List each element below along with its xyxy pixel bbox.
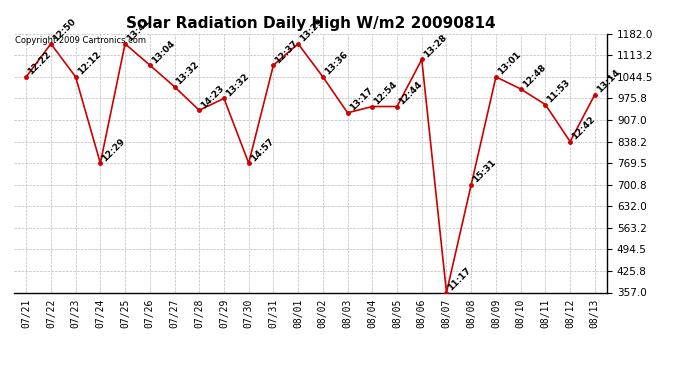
Text: 13:17: 13:17 — [348, 86, 374, 113]
Text: 13:36: 13:36 — [323, 50, 349, 77]
Text: 12:12: 12:12 — [76, 50, 102, 77]
Text: 12:48: 12:48 — [521, 62, 547, 89]
Text: 12:54: 12:54 — [373, 80, 399, 106]
Text: 14:23: 14:23 — [199, 84, 226, 110]
Text: 15:31: 15:31 — [471, 158, 497, 184]
Text: 13:14: 13:14 — [595, 68, 622, 94]
Text: 12:29: 12:29 — [100, 136, 127, 163]
Text: 13:32: 13:32 — [175, 60, 201, 87]
Text: 12:50: 12:50 — [51, 17, 77, 44]
Text: 12:42: 12:42 — [570, 115, 597, 142]
Text: 13:41: 13:41 — [125, 17, 152, 44]
Text: Copyright 2009 Cartronics.com: Copyright 2009 Cartronics.com — [15, 36, 146, 45]
Text: 13:29: 13:29 — [298, 17, 325, 44]
Title: Solar Radiation Daily High W/m2 20090814: Solar Radiation Daily High W/m2 20090814 — [126, 16, 495, 31]
Text: 13:32: 13:32 — [224, 72, 250, 98]
Text: 12:22: 12:22 — [26, 50, 52, 77]
Text: 14:57: 14:57 — [248, 136, 275, 163]
Text: 13:01: 13:01 — [496, 50, 522, 77]
Text: 13:28: 13:28 — [422, 33, 448, 60]
Text: 12:37: 12:37 — [273, 38, 300, 65]
Text: 11:17: 11:17 — [446, 266, 473, 292]
Text: 12:44: 12:44 — [397, 80, 424, 106]
Text: 11:53: 11:53 — [545, 78, 572, 105]
Text: 13:04: 13:04 — [150, 39, 177, 65]
